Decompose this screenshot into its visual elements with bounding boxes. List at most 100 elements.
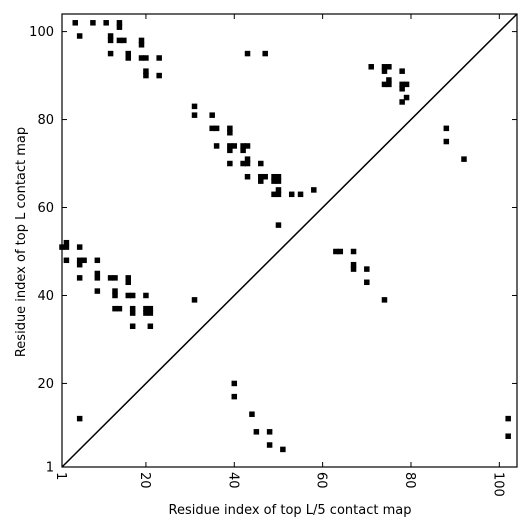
plot-frame <box>61 13 518 468</box>
data-point <box>125 292 132 299</box>
data-point <box>227 125 233 132</box>
data-point <box>266 429 273 435</box>
data-point <box>258 173 264 180</box>
data-point <box>129 305 136 312</box>
data-point <box>399 81 405 88</box>
data-point <box>76 257 83 264</box>
data-point <box>350 248 357 255</box>
data-point <box>138 37 145 44</box>
data-point <box>76 33 83 39</box>
data-point <box>125 55 132 61</box>
data-point <box>191 297 198 303</box>
data-point <box>288 191 295 198</box>
data-point <box>350 261 357 268</box>
data-point <box>125 50 132 57</box>
data-point <box>107 33 114 39</box>
data-point <box>191 112 198 118</box>
data-point <box>262 50 268 57</box>
data-point <box>112 288 118 294</box>
x-tick-label: 20 <box>137 472 152 489</box>
data-point <box>386 81 392 88</box>
data-point <box>368 64 374 70</box>
data-point <box>386 77 392 83</box>
data-point <box>311 187 317 193</box>
data-point <box>275 191 282 198</box>
data-point <box>76 261 83 268</box>
data-point <box>72 20 78 26</box>
data-point <box>191 103 198 110</box>
data-point <box>107 50 114 57</box>
data-point <box>258 178 264 184</box>
data-point <box>381 297 388 303</box>
data-point <box>143 72 149 79</box>
data-point <box>156 55 162 61</box>
data-point <box>116 37 123 44</box>
data-point <box>227 160 233 167</box>
data-point <box>63 244 70 250</box>
data-point <box>364 279 370 286</box>
data-point <box>403 94 410 101</box>
data-point <box>275 178 282 184</box>
y-tick-label: 1 <box>46 461 54 476</box>
data-point <box>443 138 450 145</box>
data-point <box>227 147 233 154</box>
data-point <box>337 248 344 255</box>
diagonal-line <box>61 13 518 468</box>
data-point <box>107 275 114 281</box>
data-point <box>125 279 132 286</box>
data-point <box>280 446 286 453</box>
data-point <box>443 125 450 132</box>
data-point <box>76 275 83 281</box>
x-tick-label: 100 <box>490 472 505 497</box>
data-point <box>271 191 277 198</box>
data-point <box>76 415 83 422</box>
data-point <box>240 143 246 149</box>
data-point <box>94 270 101 277</box>
data-point <box>94 257 101 264</box>
x-axis-label: Residue index of top L/5 contact map <box>169 503 412 518</box>
data-point <box>275 187 282 193</box>
data-point <box>350 266 357 272</box>
data-point <box>253 429 260 435</box>
data-point <box>244 143 251 149</box>
data-point <box>143 292 149 299</box>
data-point <box>81 257 87 264</box>
data-point <box>227 130 233 136</box>
x-tick-label: 60 <box>314 472 329 489</box>
data-point <box>107 37 114 44</box>
y-tick-label: 40 <box>37 289 54 304</box>
data-point <box>240 160 246 167</box>
data-point <box>386 64 392 70</box>
data-point <box>147 310 154 316</box>
data-point <box>244 173 251 180</box>
data-point <box>112 292 118 299</box>
data-point <box>244 156 251 162</box>
data-point <box>112 305 118 312</box>
data-point <box>143 55 149 61</box>
data-point <box>275 173 282 180</box>
data-point <box>129 323 136 330</box>
x-tick-label: 1 <box>53 472 68 480</box>
data-point <box>505 433 511 439</box>
x-tick-label: 40 <box>225 472 240 489</box>
y-axis-label: Residue index of top L contact map <box>14 127 29 357</box>
data-point <box>399 86 405 92</box>
data-point <box>240 147 246 154</box>
data-point <box>249 411 255 417</box>
data-point <box>138 42 145 48</box>
data-point <box>94 288 101 294</box>
data-point <box>147 323 154 330</box>
data-point <box>103 20 109 26</box>
data-point <box>231 393 238 400</box>
data-point <box>213 143 220 149</box>
data-point <box>121 37 127 44</box>
data-point <box>90 20 96 26</box>
data-point <box>403 81 410 88</box>
data-point <box>381 64 388 70</box>
data-point <box>116 24 123 30</box>
data-point <box>94 275 101 281</box>
x-tick-label: 80 <box>402 472 417 489</box>
data-point <box>213 125 220 132</box>
